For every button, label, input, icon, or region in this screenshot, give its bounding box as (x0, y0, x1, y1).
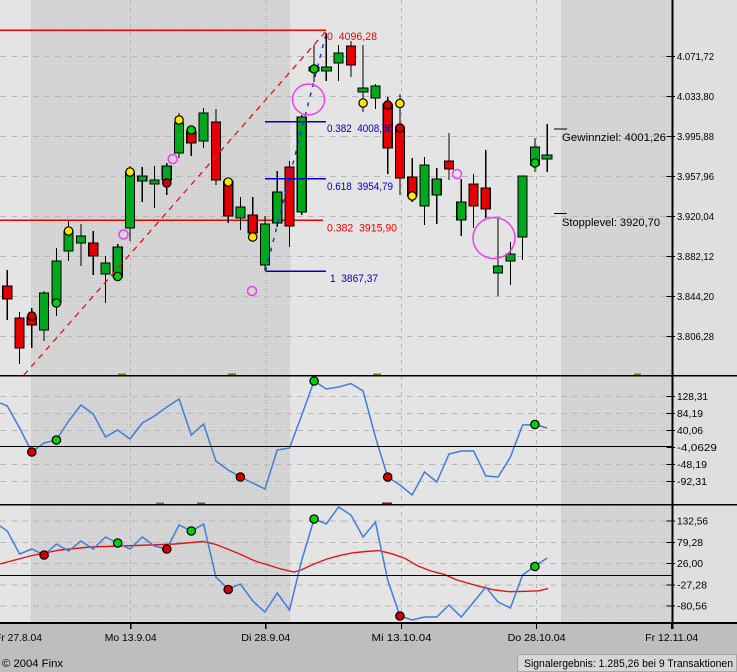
svg-text:© 2004 Finx: © 2004 Finx (2, 658, 64, 670)
svg-text:1 3867,37: 1 3867,37 (330, 273, 378, 285)
svg-text:Di 28.9.04: Di 28.9.04 (241, 632, 290, 644)
svg-text:Stopplevel: 3920,70: Stopplevel: 3920,70 (562, 217, 660, 229)
svg-text:-4,0629: -4,0629 (677, 442, 717, 454)
svg-text:3.844,20: 3.844,20 (677, 291, 714, 303)
svg-text:Fr 27.8.04: Fr 27.8.04 (0, 632, 42, 644)
svg-text:3.806,28: 3.806,28 (677, 331, 714, 343)
svg-text:3.995,88: 3.995,88 (677, 131, 714, 143)
svg-text:4.071,72: 4.071,72 (677, 51, 714, 63)
svg-text:0 4096,28: 0 4096,28 (327, 31, 377, 43)
svg-text:0.382 4008,86: 0.382 4008,86 (327, 123, 393, 135)
svg-text:Signalergebnis: 1.285,26 bei 9: Signalergebnis: 1.285,26 bei 9 Transakti… (524, 658, 733, 670)
svg-text:-80,56: -80,56 (677, 601, 707, 613)
svg-text:4.033,80: 4.033,80 (677, 91, 714, 103)
svg-text:Do 28.10.04: Do 28.10.04 (508, 632, 566, 644)
svg-text:-48,19: -48,19 (677, 459, 707, 471)
svg-text:40,06: 40,06 (677, 425, 703, 437)
svg-text:3.882,12: 3.882,12 (677, 251, 714, 263)
svg-text:-92,31: -92,31 (677, 476, 707, 488)
svg-text:3.957,96: 3.957,96 (677, 171, 714, 183)
svg-text:128,31: 128,31 (677, 391, 708, 403)
svg-text:Gewinnziel: 4001,26: Gewinnziel: 4001,26 (562, 132, 666, 144)
svg-text:Fr 12.11.04: Fr 12.11.04 (645, 632, 698, 644)
svg-text:26,00: 26,00 (677, 558, 703, 570)
svg-text:79,28: 79,28 (677, 537, 703, 549)
svg-text:Mo 13.9.04: Mo 13.9.04 (105, 632, 157, 644)
svg-text:Mi 13.10.04: Mi 13.10.04 (372, 632, 432, 644)
svg-text:84,19: 84,19 (677, 408, 703, 420)
svg-text:3.920,04: 3.920,04 (677, 211, 714, 223)
svg-text:0.618 3954,79: 0.618 3954,79 (327, 181, 393, 193)
svg-text:132,56: 132,56 (677, 516, 708, 528)
svg-text:0.382 3915,90: 0.382 3915,90 (327, 223, 397, 235)
svg-text:-27,28: -27,28 (677, 579, 707, 591)
